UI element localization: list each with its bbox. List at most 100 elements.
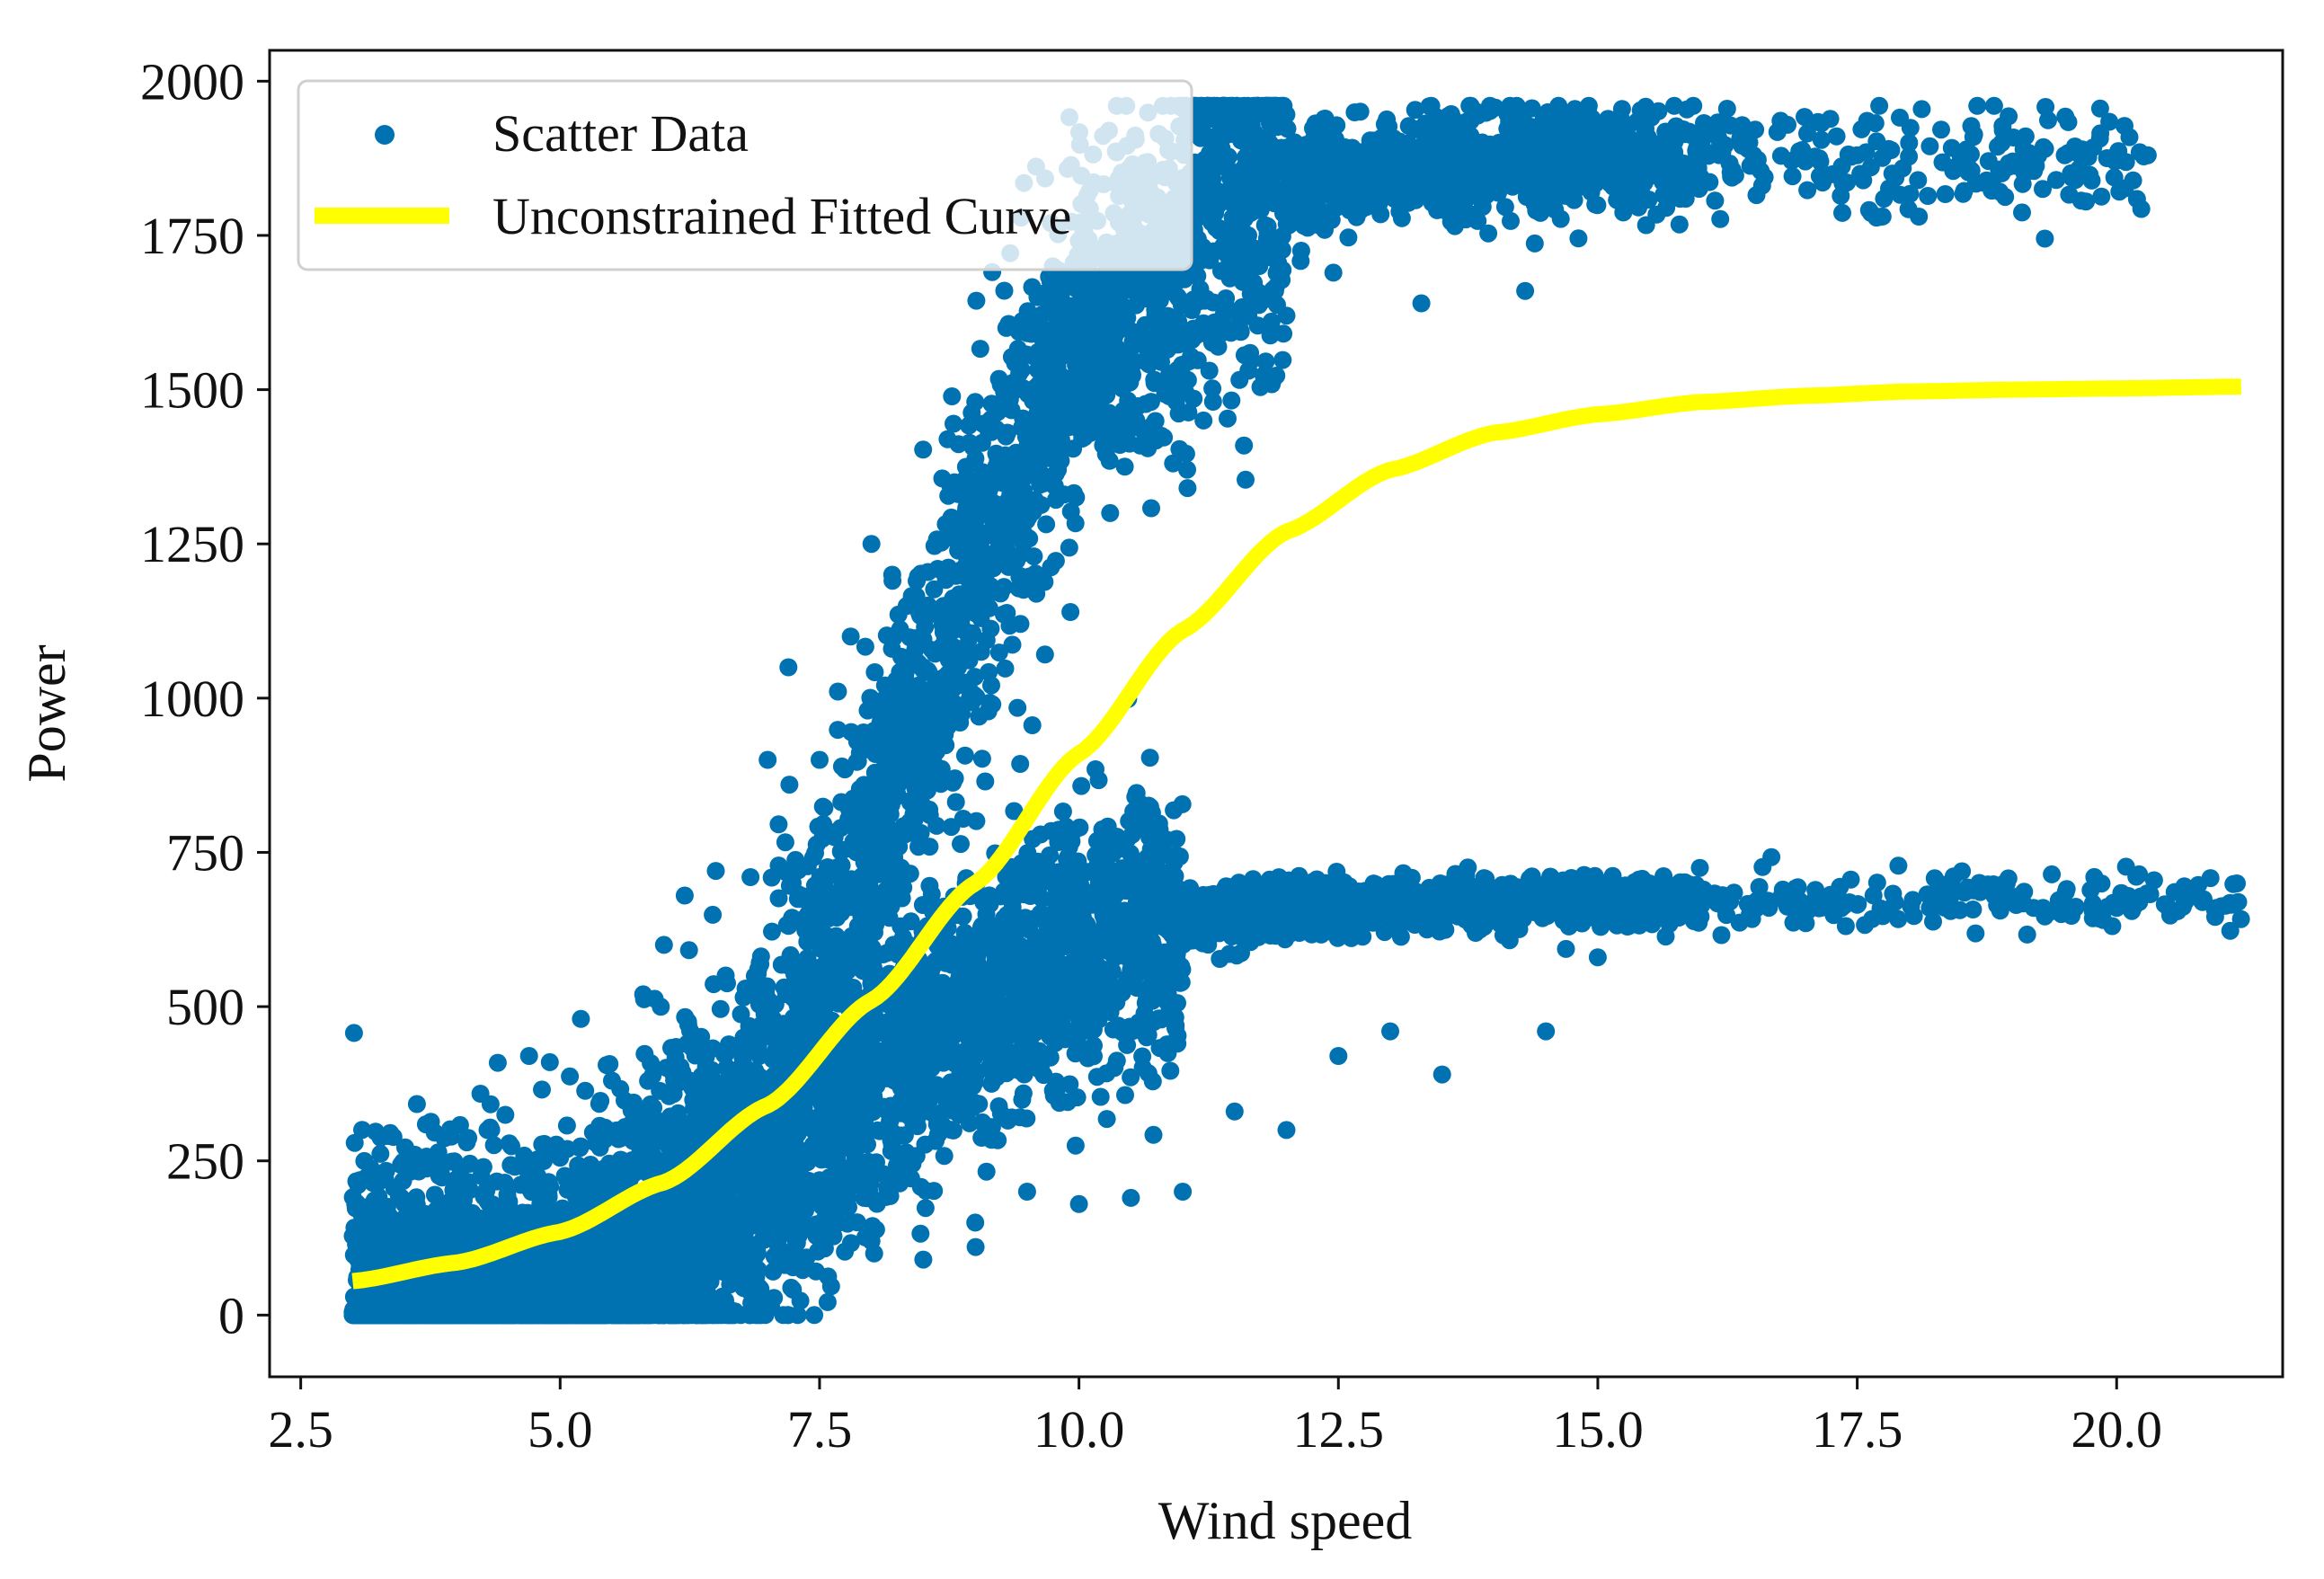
scatter-point	[914, 440, 933, 459]
scatter-point	[1091, 1087, 1110, 1106]
scatter-point	[1812, 130, 1831, 149]
scatter-point	[2000, 107, 2018, 126]
scatter-point	[1798, 181, 1817, 200]
scatter-point	[841, 1234, 860, 1253]
scatter-point	[488, 1053, 507, 1072]
scatter-point	[1122, 1068, 1140, 1087]
scatter-point	[1179, 403, 1198, 421]
scatter-point	[1909, 171, 1928, 190]
scatter-point	[1219, 409, 1237, 428]
scatter-point	[897, 1143, 916, 1162]
scatter-point	[1119, 421, 1138, 439]
scatter-point	[1979, 152, 1998, 171]
scatter-point	[1964, 900, 1982, 918]
scatter-point	[982, 676, 1000, 695]
scatter-point	[1072, 776, 1091, 795]
scatter-point	[1144, 1125, 1163, 1144]
scatter-point	[1924, 912, 1942, 931]
scatter-point	[1060, 853, 1079, 872]
scatter-point	[416, 1115, 435, 1134]
scatter-point	[1968, 96, 1987, 115]
scatter-point	[971, 340, 989, 359]
scatter-point	[474, 1158, 492, 1176]
scatter-point	[925, 580, 944, 599]
scatter-point	[943, 387, 962, 405]
scatter-point	[1762, 847, 1781, 866]
scatter-point	[1953, 862, 1972, 881]
scatter-point	[865, 663, 884, 681]
scatter-point	[557, 1116, 576, 1135]
scatter-point	[2018, 925, 2036, 944]
scatter-point	[1049, 833, 1068, 851]
scatter-point	[1273, 350, 1292, 369]
scatter-point	[2160, 906, 2179, 925]
scatter-point	[2013, 203, 2031, 222]
scatter-point	[1730, 913, 1749, 932]
scatter-point	[977, 1162, 996, 1181]
scatter-point	[1005, 802, 1024, 821]
scatter-point	[1167, 829, 1186, 848]
scatter-point	[829, 721, 847, 740]
scatter-point	[496, 1105, 515, 1124]
scatter-point	[1406, 101, 1424, 120]
scatter-point	[1919, 187, 1938, 205]
scatter-point	[1237, 470, 1255, 489]
scatter-point	[558, 1140, 577, 1158]
scatter-point	[1378, 110, 1397, 129]
scatter-point	[1060, 538, 1078, 557]
scatter-point	[1060, 1075, 1079, 1094]
scatter-point	[1838, 173, 1857, 192]
scatter-point	[2034, 137, 2053, 156]
scatter-point	[344, 1024, 363, 1042]
scatter-point	[1885, 892, 1904, 911]
scatter-point	[1142, 499, 1160, 518]
scatter-point	[818, 1292, 837, 1311]
scatter-point	[484, 1136, 503, 1155]
scatter-point	[2221, 921, 2240, 940]
scatter-point	[946, 793, 965, 812]
scatter-point	[1649, 102, 1668, 120]
scatter-point	[1213, 129, 1231, 147]
scatter-point	[856, 637, 874, 656]
scatter-point	[741, 868, 760, 886]
scatter-point	[982, 1074, 1001, 1093]
scatter-point	[769, 889, 788, 908]
scatter-point	[1220, 269, 1239, 288]
scatter-point	[1670, 215, 1689, 234]
scatter-point	[2090, 99, 2109, 118]
scatter-point	[1984, 96, 2003, 115]
scatter-point	[1783, 167, 1802, 186]
scatter-point	[996, 659, 1015, 678]
scatter-point	[561, 1067, 580, 1086]
scatter-point	[945, 414, 962, 433]
scatter-point	[407, 1095, 426, 1113]
scatter-point	[425, 1185, 444, 1204]
scatter-point	[2034, 180, 2052, 199]
scatter-point	[1143, 1072, 1162, 1091]
scatter-point	[481, 1095, 500, 1113]
scatter-point	[1399, 117, 1418, 136]
scatter-point	[711, 999, 730, 1018]
scatter-point	[1008, 698, 1027, 717]
scatter-point	[1037, 515, 1056, 534]
scatter-point	[1690, 858, 1709, 877]
scatter-point	[1662, 190, 1681, 208]
scatter-point	[2231, 909, 2250, 928]
scatter-point	[763, 922, 781, 941]
scatter-point	[1836, 917, 1855, 936]
scatter-point	[1203, 379, 1222, 398]
scatter-point	[1097, 1110, 1116, 1129]
scatter-point	[2116, 857, 2135, 876]
scatter-point	[942, 508, 961, 527]
scatter-point	[1230, 370, 1249, 389]
scatter-point	[1788, 878, 1807, 897]
scatter-point	[598, 1056, 616, 1075]
scatter-point	[2015, 883, 2034, 901]
scatter-point	[967, 291, 986, 310]
scatter-point	[1712, 926, 1731, 945]
scatter-point	[805, 1306, 824, 1325]
scatter-point	[1569, 229, 1588, 248]
scatter-point	[1966, 924, 1985, 943]
scatter-point	[1011, 615, 1030, 634]
